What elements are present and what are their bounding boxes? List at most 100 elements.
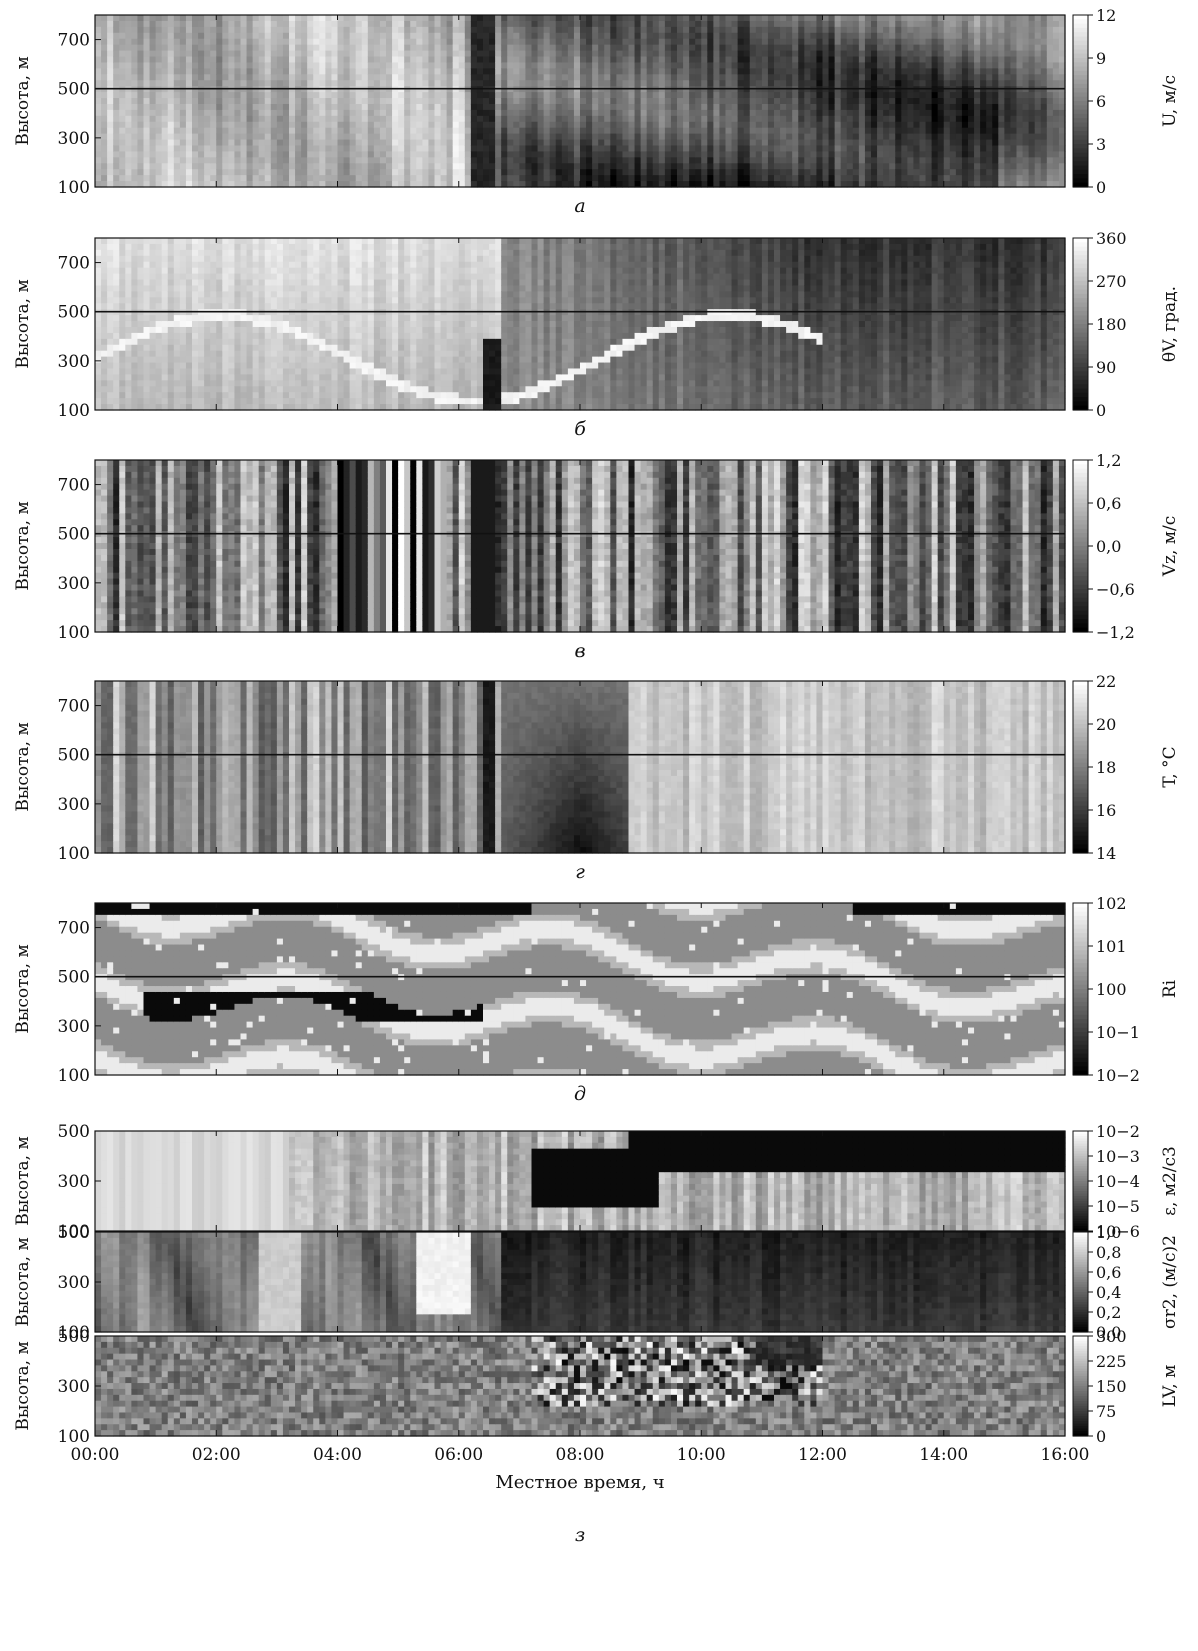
heatmap-cell <box>901 103 908 111</box>
heatmap-cell <box>883 157 890 164</box>
heatmap-cell <box>125 326 132 334</box>
heatmap-cell <box>798 74 805 81</box>
heatmap-cell <box>131 332 139 340</box>
heatmap-cell <box>943 98 951 105</box>
heatmap-cell <box>137 157 145 164</box>
heatmap-cell <box>816 80 824 87</box>
heatmap-cell <box>434 98 442 105</box>
heatmap-cell <box>258 56 266 64</box>
heatmap-cell <box>1016 50 1024 58</box>
heatmap-cell <box>743 157 751 164</box>
heatmap-cell <box>470 169 478 176</box>
heatmap-cell <box>119 109 126 117</box>
heatmap-cell <box>410 151 417 158</box>
heatmap-cell <box>392 26 399 34</box>
heatmap-cell <box>198 74 205 81</box>
heatmap-cell <box>646 133 654 141</box>
heatmap-cell <box>331 109 339 117</box>
heatmap-cell <box>1058 145 1066 153</box>
heatmap-cell <box>852 109 860 117</box>
heatmap-cell <box>179 145 187 153</box>
heatmap-cell <box>949 38 957 46</box>
heatmap-cell <box>331 121 339 129</box>
heatmap-cell <box>652 127 660 135</box>
heatmap-cell <box>161 92 169 99</box>
heatmap-cell <box>470 181 478 188</box>
heatmap-cell <box>931 38 939 46</box>
heatmap-cell <box>367 32 375 40</box>
heatmap-cell <box>1010 74 1018 81</box>
heatmap-cell <box>155 98 163 105</box>
heatmap-cell <box>246 26 254 34</box>
heatmap-cell <box>961 139 969 147</box>
heatmap-cell <box>307 50 314 58</box>
heatmap-cell <box>737 15 745 22</box>
heatmap-cell <box>877 103 884 111</box>
heatmap-cell <box>664 145 672 153</box>
heatmap-cell <box>113 243 120 251</box>
heatmap-cell <box>622 139 630 147</box>
heatmap-cell <box>883 151 890 158</box>
heatmap-cell <box>980 103 987 111</box>
heatmap-cell <box>495 139 502 147</box>
heatmap-cell <box>95 350 102 358</box>
heatmap-cell <box>489 157 496 164</box>
heatmap-cell <box>149 133 157 141</box>
heatmap-cell <box>210 38 217 46</box>
heatmap-cell <box>864 68 872 75</box>
heatmap-cell <box>331 103 339 111</box>
heatmap-cell <box>489 181 496 188</box>
colorbar-swatch <box>1073 62 1088 68</box>
heatmap-cell <box>998 68 1005 75</box>
heatmap-cell <box>313 121 320 129</box>
heatmap-cell <box>113 249 120 257</box>
heatmap-cell <box>301 50 308 58</box>
heatmap-cell <box>434 50 442 58</box>
heatmap-cell <box>282 151 290 158</box>
heatmap-cell <box>1058 175 1066 182</box>
heatmap-cell <box>331 151 339 158</box>
heatmap-cell <box>349 169 357 176</box>
heatmap-cell <box>1004 15 1012 22</box>
heatmap-cell <box>289 56 296 64</box>
heatmap-cell <box>737 50 745 58</box>
heatmap-cell <box>101 238 108 245</box>
heatmap-cell <box>804 169 811 176</box>
heatmap-cell <box>525 127 533 135</box>
heatmap-cell <box>974 133 981 141</box>
heatmap-cell <box>131 285 139 292</box>
heatmap-cell <box>531 74 539 81</box>
heatmap-cell <box>198 139 205 147</box>
heatmap-cell <box>198 103 205 111</box>
heatmap-cell <box>337 38 345 46</box>
heatmap-cell <box>592 103 599 111</box>
heatmap-cell <box>877 56 884 64</box>
heatmap-cell <box>955 163 963 170</box>
heatmap-cell <box>101 261 108 269</box>
heatmap-cell <box>652 139 660 147</box>
heatmap-cell <box>719 151 727 158</box>
heatmap-cell <box>640 74 648 81</box>
heatmap-cell <box>313 32 320 40</box>
heatmap-cell <box>446 80 454 87</box>
heatmap-cell <box>289 103 296 111</box>
heatmap-cell <box>125 279 132 287</box>
heatmap-cell <box>434 163 442 170</box>
heatmap-cell <box>173 74 181 81</box>
heatmap-cell <box>282 133 290 141</box>
heatmap-cell <box>701 145 708 153</box>
heatmap-cell <box>434 68 442 75</box>
heatmap-cell <box>913 26 921 34</box>
heatmap-cell <box>931 80 939 87</box>
heatmap-cell <box>440 103 448 111</box>
heatmap-cell <box>743 26 751 34</box>
heatmap-cell <box>119 68 126 75</box>
heatmap-cell <box>240 175 248 182</box>
heatmap-cell <box>270 74 278 81</box>
heatmap-cell <box>974 92 981 99</box>
heatmap-cell <box>749 56 757 64</box>
heatmap-cell <box>295 32 302 40</box>
heatmap-cell <box>719 127 727 135</box>
heatmap-cell <box>998 127 1005 135</box>
heatmap-cell <box>592 139 599 147</box>
